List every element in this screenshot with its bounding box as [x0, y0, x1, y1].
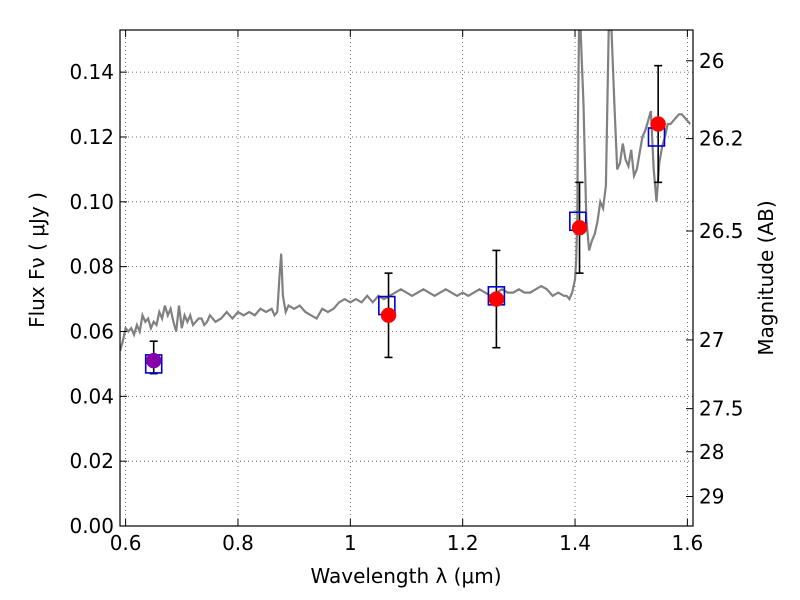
x-axis-label: Wavelength λ (μm)	[310, 564, 501, 588]
right-tick-label: 26.5	[699, 219, 744, 243]
axes-ticks: 0.6 0.8 1 1.2 1.4 1.6 0.00 0.02 0.04 0.06 0.08 0.10…	[69, 30, 744, 555]
observed-point	[380, 307, 397, 324]
x-tick-label: 1.4	[559, 531, 591, 555]
right-tick-label: 27.5	[699, 397, 744, 421]
y-tick-label: 0.12	[69, 125, 114, 149]
y-axis-label: Flux Fν ( μJy )	[25, 192, 49, 328]
observed-point	[650, 116, 666, 132]
right-tick-label: 26.2	[699, 127, 744, 151]
y-tick-label: 0.04	[69, 384, 114, 408]
x-tick-label: 1.6	[671, 531, 703, 555]
observed-point	[488, 291, 505, 307]
y-tick-label: 0.10	[69, 190, 114, 214]
x-tick-label: 0.8	[222, 531, 254, 555]
y-tick-label: 0.06	[69, 319, 114, 343]
right-tick-label: 28	[699, 440, 724, 464]
x-tick-label: 0.6	[110, 531, 142, 555]
y-tick-label: 0.14	[69, 60, 114, 84]
x-tick-label: 1	[344, 531, 357, 555]
right-tick-label: 29	[699, 484, 724, 508]
right-axis-label: Magnitude (AB)	[754, 200, 778, 355]
observed-point	[571, 220, 588, 236]
y-tick-label: 0.00	[69, 514, 114, 538]
plot-area	[120, 30, 692, 375]
right-tick-label: 26	[699, 49, 724, 73]
model-spectrum-line	[120, 30, 692, 352]
right-tick-label: 27	[699, 328, 724, 352]
y-tick-label: 0.08	[69, 255, 114, 279]
y-tick-label: 0.02	[69, 449, 114, 473]
plot-frame	[119, 29, 694, 527]
observed-point	[145, 352, 162, 369]
x-tick-label: 1.2	[447, 531, 479, 555]
